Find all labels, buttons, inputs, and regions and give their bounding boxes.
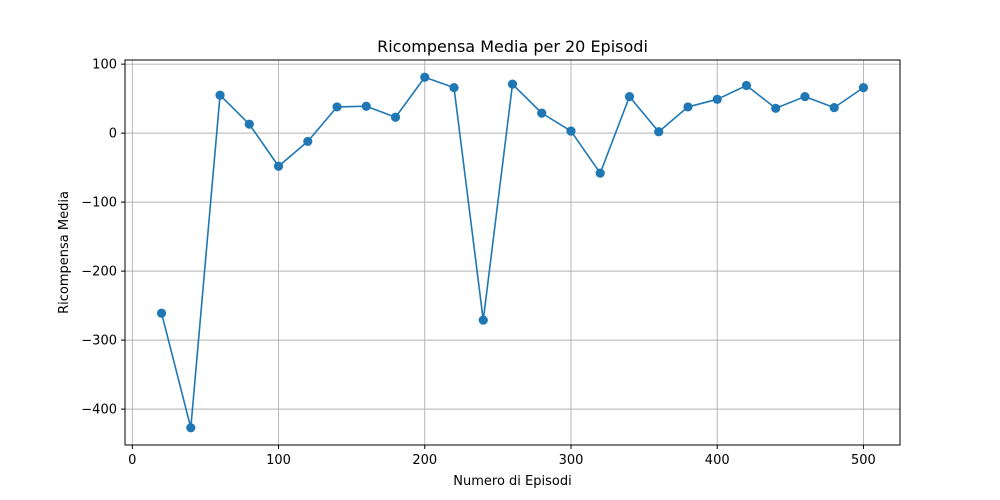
x-tick-label: 200	[412, 453, 437, 468]
data-point	[332, 102, 342, 112]
x-tick-label: 100	[266, 453, 291, 468]
data-point	[449, 82, 459, 93]
x-tick-label: 400	[705, 453, 730, 468]
y-axis: 100 0 −100 −200 −300 −400	[81, 58, 125, 418]
data-point	[800, 91, 810, 102]
data-point	[215, 90, 225, 100]
series-container	[156, 72, 869, 433]
data-point	[390, 112, 401, 122]
data-point	[858, 82, 869, 93]
y-tick-label: 0	[109, 127, 117, 142]
x-tick-label: 0	[128, 453, 136, 468]
data-point	[683, 102, 693, 112]
y-tick-label: −100	[81, 196, 117, 211]
x-axis-label: Numero di Episodi	[453, 474, 571, 489]
data-point	[537, 108, 547, 118]
y-tick-label: 100	[92, 58, 117, 73]
data-point	[566, 126, 576, 136]
data-point	[420, 72, 430, 82]
data-point	[186, 423, 196, 433]
data-point	[712, 94, 722, 104]
y-axis-label: Ricompensa Media	[57, 191, 72, 314]
data-point	[654, 127, 664, 137]
data-point	[771, 103, 781, 113]
data-point	[361, 101, 371, 111]
x-axis: 0 100 200 300 400 500	[128, 445, 876, 468]
data-point	[478, 315, 488, 325]
x-tick-label: 300	[559, 453, 584, 468]
data-point	[595, 168, 605, 178]
y-tick-label: −300	[81, 334, 117, 349]
plot-area	[124, 59, 901, 446]
data-point	[624, 91, 635, 102]
data-point	[741, 80, 752, 91]
series-line	[160, 76, 864, 429]
data-point	[507, 79, 518, 89]
x-tick-label: 500	[851, 453, 876, 468]
data-point	[829, 103, 839, 113]
chart-title: Ricompensa Media per 20 Episodi	[377, 37, 648, 56]
y-tick-label: −400	[81, 403, 117, 418]
data-point	[156, 308, 167, 318]
data-point	[244, 119, 254, 129]
grid	[125, 60, 900, 445]
y-tick-label: −200	[81, 265, 117, 280]
data-point	[303, 136, 313, 147]
data-point	[273, 161, 284, 171]
